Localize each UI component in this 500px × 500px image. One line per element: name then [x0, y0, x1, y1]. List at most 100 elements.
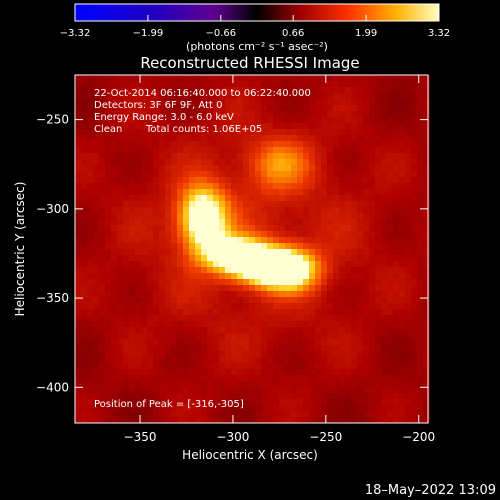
- heatmap-cell: [105, 267, 112, 274]
- heatmap-cell: [345, 381, 352, 388]
- heatmap-cell: [135, 141, 142, 148]
- heatmap-cell: [123, 411, 130, 418]
- heatmap-cell: [333, 255, 340, 262]
- heatmap-cell: [333, 177, 340, 184]
- heatmap-cell: [387, 81, 394, 88]
- heatmap-cell: [177, 255, 184, 262]
- heatmap-cell: [117, 417, 124, 424]
- heatmap-cell: [123, 417, 130, 424]
- heatmap-cell: [171, 93, 178, 100]
- heatmap-cell: [207, 75, 214, 82]
- heatmap-cell: [291, 309, 298, 316]
- heatmap-cell: [123, 339, 130, 346]
- heatmap-cell: [369, 363, 376, 370]
- heatmap-cell: [297, 273, 304, 280]
- heatmap-cell: [219, 285, 226, 292]
- x-tick-label: −350: [124, 430, 157, 444]
- heatmap-cell: [171, 357, 178, 364]
- heatmap-cell: [117, 129, 124, 136]
- heatmap-cell: [123, 129, 130, 136]
- heatmap-cell: [249, 87, 256, 94]
- heatmap-cell: [357, 255, 364, 262]
- heatmap-cell: [375, 297, 382, 304]
- heatmap-cell: [303, 387, 310, 394]
- heatmap-cell: [171, 273, 178, 280]
- heatmap-cell: [339, 411, 346, 418]
- heatmap-cell: [387, 327, 394, 334]
- heatmap-cell: [387, 303, 394, 310]
- heatmap-cell: [255, 219, 262, 226]
- heatmap-cell: [213, 405, 220, 412]
- heatmap-cell: [297, 351, 304, 358]
- heatmap-cell: [207, 369, 214, 376]
- heatmap-cell: [177, 285, 184, 292]
- heatmap-cell: [309, 393, 316, 400]
- heatmap-cell: [339, 189, 346, 196]
- heatmap-cell: [309, 309, 316, 316]
- heatmap-cell: [411, 387, 418, 394]
- heatmap-cell: [339, 153, 346, 160]
- heatmap-cell: [285, 357, 292, 364]
- heatmap-cell: [105, 411, 112, 418]
- heatmap-cell: [423, 93, 430, 100]
- heatmap-cell: [321, 75, 328, 82]
- heatmap-cell: [243, 339, 250, 346]
- heatmap-cell: [267, 303, 274, 310]
- heatmap-cell: [327, 273, 334, 280]
- heatmap-cell: [123, 399, 130, 406]
- heatmap-cell: [333, 261, 340, 268]
- heatmap-cell: [159, 417, 166, 424]
- heatmap-cell: [111, 273, 118, 280]
- heatmap-cell: [303, 291, 310, 298]
- heatmap-cell: [165, 99, 172, 106]
- heatmap-cell: [87, 81, 94, 88]
- heatmap-cell: [237, 405, 244, 412]
- heatmap-cell: [393, 243, 400, 250]
- heatmap-cell: [189, 123, 196, 130]
- heatmap-cell: [273, 213, 280, 220]
- heatmap-cell: [225, 171, 232, 178]
- heatmap-cell: [75, 105, 82, 112]
- heatmap-cell: [75, 81, 82, 88]
- heatmap-cell: [327, 219, 334, 226]
- heatmap-cell: [321, 399, 328, 406]
- heatmap-cell: [135, 399, 142, 406]
- heatmap-cell: [315, 81, 322, 88]
- heatmap-cell: [105, 375, 112, 382]
- heatmap-cell: [333, 171, 340, 178]
- heatmap-cell: [183, 81, 190, 88]
- heatmap-cell: [147, 255, 154, 262]
- heatmap-cell: [393, 273, 400, 280]
- heatmap-cell: [141, 267, 148, 274]
- heatmap-cell: [159, 279, 166, 286]
- heatmap-cell: [321, 405, 328, 412]
- heatmap-cell: [99, 321, 106, 328]
- heatmap-cell: [273, 291, 280, 298]
- heatmap-cell: [273, 249, 280, 256]
- heatmap-cell: [243, 195, 250, 202]
- heatmap-cell: [333, 147, 340, 154]
- heatmap-cell: [315, 375, 322, 382]
- heatmap-cell: [183, 189, 190, 196]
- heatmap-cell: [159, 327, 166, 334]
- heatmap-cell: [75, 219, 82, 226]
- heatmap-cell: [261, 195, 268, 202]
- heatmap-cell: [201, 117, 208, 124]
- heatmap-cell: [213, 261, 220, 268]
- heatmap-cell: [267, 225, 274, 232]
- heatmap-cell: [75, 291, 82, 298]
- heatmap-cell: [405, 339, 412, 346]
- heatmap-cell: [123, 243, 130, 250]
- heatmap-cell: [105, 231, 112, 238]
- heatmap-cell: [111, 309, 118, 316]
- heatmap-cell: [99, 81, 106, 88]
- heatmap-cell: [273, 315, 280, 322]
- heatmap-cell: [339, 291, 346, 298]
- heatmap-cell: [279, 81, 286, 88]
- heatmap-cell: [315, 387, 322, 394]
- heatmap-cell: [183, 381, 190, 388]
- heatmap-cell: [393, 153, 400, 160]
- heatmap-cell: [189, 315, 196, 322]
- heatmap-cell: [363, 273, 370, 280]
- heatmap-cell: [315, 183, 322, 190]
